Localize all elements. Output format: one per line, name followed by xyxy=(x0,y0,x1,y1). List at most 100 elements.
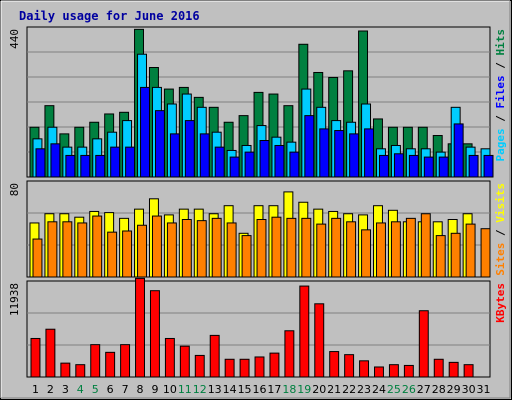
bar-sites-day-12 xyxy=(196,220,207,278)
bar-pages-day-28 xyxy=(438,156,449,178)
bar-kbytes-day-17 xyxy=(269,352,280,378)
x-tick-label-day-20: 20 xyxy=(312,383,326,396)
bar-pages-day-30 xyxy=(468,154,479,178)
bar-sites-day-4 xyxy=(77,222,88,278)
bar-sites-day-9 xyxy=(151,215,162,278)
y-max-label: 11938 xyxy=(8,283,21,316)
bar-kbytes-day-8 xyxy=(135,277,145,378)
bar-sites-day-13 xyxy=(211,217,222,278)
bar-kbytes-day-3 xyxy=(60,362,71,378)
bar-pages-day-4 xyxy=(80,154,91,178)
bar-kbytes-day-29 xyxy=(448,361,459,378)
bar-kbytes-day-19 xyxy=(299,285,310,378)
bar-pages-day-15 xyxy=(244,151,255,178)
bar-sites-day-28 xyxy=(435,235,446,278)
bar-pages-day-2 xyxy=(50,143,61,178)
bar-kbytes-day-24 xyxy=(374,366,384,378)
panel-pages-files-hits: 440 Pages / Files / Hits xyxy=(8,26,507,178)
x-tick-label-day-3: 3 xyxy=(62,383,69,396)
bar-sites-day-19 xyxy=(301,217,312,278)
panel-kbytes: 11938 KBytes xyxy=(8,277,507,378)
bar-sites-day-2 xyxy=(47,221,58,278)
bar-kbytes-day-12 xyxy=(194,354,205,378)
legend-entry-kbytes: KBytes xyxy=(494,283,507,323)
bar-pages-day-25 xyxy=(393,153,404,178)
x-tick-label-day-12: 12 xyxy=(193,383,207,396)
panel-visits-sites: 80 Sites / Visits xyxy=(8,180,507,278)
bar-pages-day-6 xyxy=(110,146,121,178)
bar-pages-day-1 xyxy=(35,148,46,178)
bar-sites-day-31 xyxy=(480,228,491,278)
bar-pages-day-13 xyxy=(214,146,225,178)
x-tick-label-day-1: 1 xyxy=(32,383,39,396)
bar-sites-day-27 xyxy=(420,213,431,278)
bar-pages-day-23 xyxy=(364,128,375,178)
bar-kbytes-day-23 xyxy=(359,360,370,378)
bar-kbytes-day-1 xyxy=(30,337,41,378)
bar-pages-day-3 xyxy=(65,154,76,178)
legend-entry-files: Files xyxy=(494,75,507,108)
legend-entry-sites: Sites xyxy=(494,243,507,276)
x-tick-label-day-31: 31 xyxy=(477,383,491,396)
bar-kbytes-day-10 xyxy=(164,337,175,378)
bar-kbytes-day-5 xyxy=(90,344,101,378)
x-tick-label-day-15: 15 xyxy=(238,383,252,396)
bar-sites-day-7 xyxy=(122,230,133,278)
bar-kbytes-day-25 xyxy=(388,364,399,378)
bar-sites-day-23 xyxy=(361,229,372,278)
bar-kbytes-day-13 xyxy=(209,334,220,378)
bar-sites-day-25 xyxy=(390,221,401,278)
bar-sites-day-11 xyxy=(181,219,192,278)
y-max-label: 80 xyxy=(8,183,21,196)
bar-kbytes-day-9 xyxy=(149,290,160,378)
bar-pages-day-5 xyxy=(95,154,106,178)
bar-pages-day-18 xyxy=(289,151,300,178)
bar-pages-day-29 xyxy=(453,123,464,178)
bar-sites-day-3 xyxy=(62,221,73,278)
bar-kbytes-day-7 xyxy=(120,344,131,378)
legend-entry-hits: Hits xyxy=(494,29,507,56)
x-tick-label-day-11: 11 xyxy=(178,383,192,396)
x-tick-label-day-8: 8 xyxy=(137,383,144,396)
bar-pages-day-8 xyxy=(140,86,150,178)
bar-kbytes-day-27 xyxy=(418,310,429,378)
bar-sites-day-17 xyxy=(271,216,282,278)
bar-pages-day-20 xyxy=(319,128,330,178)
bar-sites-day-21 xyxy=(331,217,342,278)
bar-sites-day-16 xyxy=(256,219,267,278)
bar-sites-day-30 xyxy=(465,223,476,278)
chart-title: Daily usage for June 2016 xyxy=(19,9,200,23)
x-tick-label-day-16: 16 xyxy=(253,383,267,396)
x-tick-label-day-17: 17 xyxy=(267,383,281,396)
x-tick-label-day-22: 22 xyxy=(342,383,356,396)
bar-kbytes-day-11 xyxy=(179,345,190,378)
legend-entry-visits: Visits xyxy=(494,183,507,223)
bar-kbytes-day-18 xyxy=(284,330,295,378)
bar-kbytes-day-30 xyxy=(463,364,474,378)
x-tick-label-day-25: 25 xyxy=(387,383,401,396)
bar-pages-day-19 xyxy=(304,115,315,178)
bar-kbytes-day-6 xyxy=(105,351,116,378)
bar-kbytes-day-20 xyxy=(314,303,325,378)
x-tick-label-day-13: 13 xyxy=(208,383,222,396)
bar-pages-day-31 xyxy=(483,154,494,178)
legend-entry-pages: Pages xyxy=(494,128,507,161)
bar-pages-day-12 xyxy=(199,133,210,178)
bar-pages-day-11 xyxy=(184,120,195,178)
bar-kbytes-day-28 xyxy=(433,358,444,378)
bar-pages-day-22 xyxy=(349,133,360,178)
bar-sites-day-18 xyxy=(286,217,297,278)
x-tick-label-day-29: 29 xyxy=(447,383,461,396)
x-tick-label-day-10: 10 xyxy=(163,383,177,396)
bar-kbytes-day-16 xyxy=(254,356,265,378)
legend-visits-sites: Sites / Visits xyxy=(494,183,507,276)
bar-kbytes-day-14 xyxy=(224,358,235,378)
bar-sites-day-29 xyxy=(450,232,461,278)
bar-kbytes-day-15 xyxy=(239,358,250,378)
bar-pages-day-16 xyxy=(259,140,270,178)
bar-sites-day-8 xyxy=(137,224,147,278)
bar-pages-day-24 xyxy=(379,154,389,178)
bar-pages-day-7 xyxy=(125,146,136,178)
bar-pages-day-27 xyxy=(423,156,434,178)
